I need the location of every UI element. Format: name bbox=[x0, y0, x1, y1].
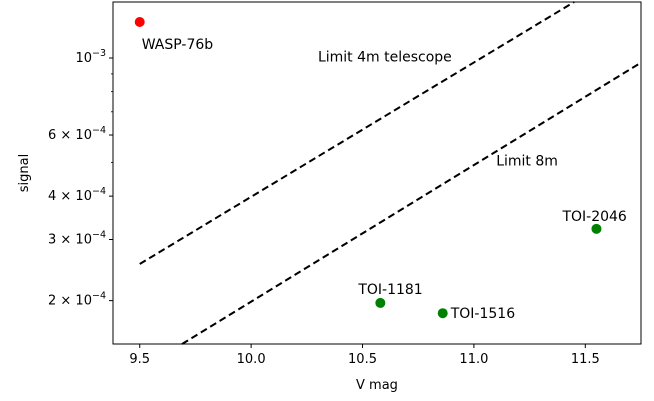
point-label: WASP-76b bbox=[142, 37, 214, 53]
data-point bbox=[134, 16, 145, 27]
limit-4m-line bbox=[139, 1, 575, 265]
x-tick-label: 10.5 bbox=[348, 352, 377, 367]
limit-4m-label: Limit 4m telescope bbox=[318, 50, 452, 66]
y-tick-label: 6 × 10−4 bbox=[48, 125, 106, 143]
data-point bbox=[591, 223, 602, 234]
point-label: TOI-2046 bbox=[561, 209, 626, 225]
x-tick-label: 11.5 bbox=[571, 352, 600, 367]
y-tick-label: 10−3 bbox=[75, 48, 106, 66]
x-axis-label: V mag bbox=[356, 378, 398, 393]
y-tick-label: 2 × 10−4 bbox=[48, 291, 106, 309]
limit-8m-label: Limit 8m bbox=[496, 154, 558, 170]
data-point bbox=[375, 297, 386, 308]
limit-8m-line bbox=[181, 61, 642, 345]
x-tick-label: 10.0 bbox=[237, 352, 266, 367]
plot-frame bbox=[112, 1, 642, 345]
y-axis-label: signal bbox=[17, 154, 32, 192]
point-label: TOI-1181 bbox=[357, 282, 422, 298]
y-tick-label: 3 × 10−4 bbox=[48, 230, 106, 248]
x-tick-label: 11.0 bbox=[459, 352, 488, 367]
point-label: TOI-1516 bbox=[450, 306, 515, 322]
data-point bbox=[437, 308, 448, 319]
x-tick-label: 9.5 bbox=[129, 352, 150, 367]
y-tick-label: 4 × 10−4 bbox=[48, 186, 106, 204]
